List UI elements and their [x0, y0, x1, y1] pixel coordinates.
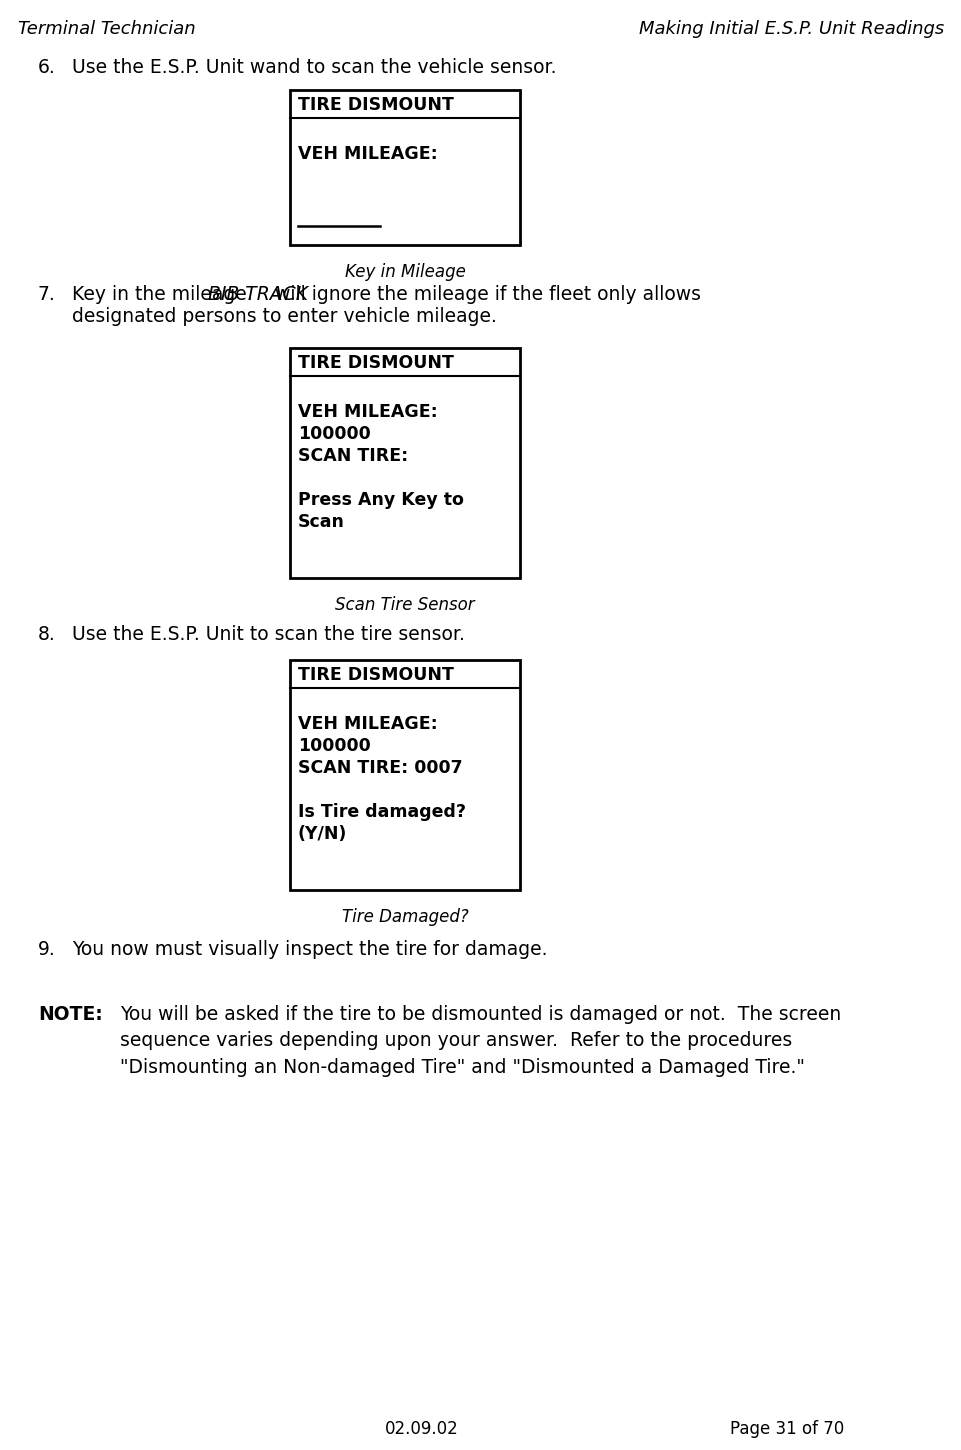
- Text: SCAN TIRE: 0007: SCAN TIRE: 0007: [298, 758, 462, 777]
- Text: Tire Damaged?: Tire Damaged?: [341, 908, 468, 927]
- Text: Key in the mileage.: Key in the mileage.: [72, 286, 259, 304]
- Bar: [289, 348, 520, 579]
- Text: Key in Mileage: Key in Mileage: [344, 262, 465, 281]
- Text: VEH MILEAGE:: VEH MILEAGE:: [298, 715, 437, 734]
- Text: Press Any Key to: Press Any Key to: [298, 492, 463, 509]
- Text: 6.: 6.: [38, 58, 56, 77]
- Text: Use the E.S.P. Unit to scan the tire sensor.: Use the E.S.P. Unit to scan the tire sen…: [72, 625, 464, 644]
- Text: 7.: 7.: [38, 286, 56, 304]
- Text: SCAN TIRE:: SCAN TIRE:: [298, 447, 407, 465]
- Text: Scan Tire Sensor: Scan Tire Sensor: [334, 596, 475, 613]
- Bar: [289, 90, 520, 245]
- Text: TIRE DISMOUNT: TIRE DISMOUNT: [298, 666, 454, 684]
- Text: Making Initial E.S.P. Unit Readings: Making Initial E.S.P. Unit Readings: [638, 20, 943, 38]
- Text: designated persons to enter vehicle mileage.: designated persons to enter vehicle mile…: [72, 307, 497, 326]
- Text: NOTE:: NOTE:: [38, 1005, 103, 1024]
- Text: 02.09.02: 02.09.02: [384, 1420, 458, 1438]
- Text: 100000: 100000: [298, 737, 370, 755]
- Text: You now must visually inspect the tire for damage.: You now must visually inspect the tire f…: [72, 940, 547, 958]
- Text: You will be asked if the tire to be dismounted is damaged or not.  The screen
se: You will be asked if the tire to be dism…: [120, 1005, 840, 1077]
- Text: TIRE DISMOUNT: TIRE DISMOUNT: [298, 354, 454, 373]
- Text: VEH MILEAGE:: VEH MILEAGE:: [298, 403, 437, 420]
- Text: BIB TRACK: BIB TRACK: [208, 286, 308, 304]
- Text: Terminal Technician: Terminal Technician: [18, 20, 195, 38]
- Bar: [289, 660, 520, 890]
- Text: will ignore the mileage if the fleet only allows: will ignore the mileage if the fleet onl…: [269, 286, 701, 304]
- Text: Page 31 of 70: Page 31 of 70: [729, 1420, 844, 1438]
- Text: TIRE DISMOUNT: TIRE DISMOUNT: [298, 96, 454, 115]
- Text: Is Tire damaged?: Is Tire damaged?: [298, 803, 465, 821]
- Text: 8.: 8.: [38, 625, 56, 644]
- Text: VEH MILEAGE:: VEH MILEAGE:: [298, 145, 437, 162]
- Text: Use the E.S.P. Unit wand to scan the vehicle sensor.: Use the E.S.P. Unit wand to scan the veh…: [72, 58, 555, 77]
- Text: (Y/N): (Y/N): [298, 825, 347, 842]
- Text: 100000: 100000: [298, 425, 370, 444]
- Text: Scan: Scan: [298, 513, 344, 531]
- Text: 9.: 9.: [38, 940, 56, 958]
